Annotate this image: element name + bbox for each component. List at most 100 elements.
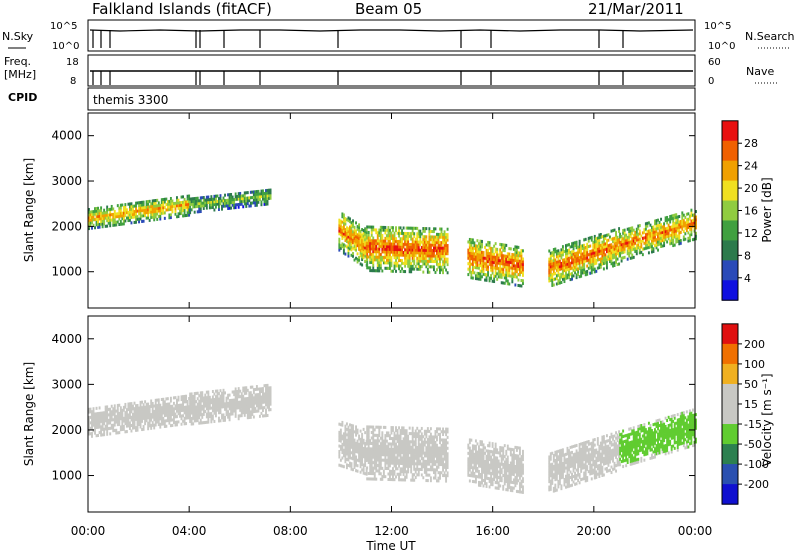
data-cell [353,446,356,450]
data-cell [145,216,148,220]
data-cell [445,444,448,448]
data-cell [176,404,178,408]
data-cell [190,408,193,412]
data-cell [687,239,690,243]
data-cell [157,403,160,407]
data-cell [239,191,242,195]
data-cell [393,256,396,260]
data-cell [487,273,490,277]
data-cell [133,420,136,424]
data-cell [341,448,344,452]
data-cell [601,259,604,263]
data-cell [154,204,157,208]
data-cell [355,237,357,241]
data-cell [98,431,101,435]
data-cell [511,269,514,273]
data-cell [445,457,448,461]
data-cell [563,258,566,262]
data-cell [477,253,480,257]
data-cell [429,435,432,439]
data-cell [568,275,570,279]
data-cell [344,424,347,428]
data-cell [443,452,446,456]
data-cell [127,405,130,409]
data-cell [358,445,361,449]
data-cell [364,230,367,234]
data-cell [420,232,423,236]
data-cell [390,250,393,254]
data-cell [369,252,372,256]
data-cell [652,230,655,234]
data-cell [440,454,443,458]
data-cell [407,448,410,452]
data-cell [605,244,608,248]
data-cell [366,450,369,454]
data-cell [413,478,416,482]
data-cell [145,208,148,212]
data-cell [432,240,435,244]
data-cell [672,235,675,239]
data-cell [569,253,572,257]
data-cell [370,430,373,435]
data-cell [239,197,242,201]
data-cell [434,451,437,455]
data-cell [190,395,193,399]
data-cell [574,241,577,245]
data-cell [506,252,509,256]
data-cell [378,439,381,443]
data-cell [605,239,608,243]
data-cell [443,446,446,450]
data-cell [684,237,687,241]
data-cell [646,232,649,236]
data-cell [515,261,518,265]
data-cell [650,242,653,246]
data-cell [473,466,476,470]
data-cell [431,457,434,461]
data-cell [443,443,446,448]
data-cell [667,218,670,222]
data-cell [398,259,400,263]
data-cell [145,211,148,215]
data-cell [395,253,397,257]
data-cell [182,397,185,401]
data-cell [497,258,500,263]
data-cell [644,235,647,239]
data-cell [132,207,134,211]
data-cell [428,473,431,477]
data-cell [426,459,429,463]
data-cell [162,403,165,407]
data-cell [625,239,628,243]
data-cell [94,412,96,416]
data-cell [425,227,428,231]
data-cell [549,257,552,261]
data-cell [682,213,685,217]
data-cell [399,448,402,452]
data-cell [396,256,399,260]
data-cell [151,207,154,211]
data-cell [404,470,407,474]
data-cell [254,198,257,202]
data-cell [514,275,517,279]
data-cell [443,241,446,245]
data-cell [347,232,350,236]
data-cell [477,274,480,278]
data-cell [393,472,396,476]
data-cell [605,258,608,262]
data-cell [227,198,230,202]
data-cell [157,412,160,416]
data-cell [192,199,195,203]
data-cell [142,425,145,429]
data-cell [344,438,347,442]
data-cell [407,232,410,236]
data-cell [361,446,364,450]
data-cell [222,418,225,422]
data-cell [157,204,160,208]
data-cell [571,253,573,257]
data-cell [198,410,201,414]
data-cell [673,227,676,231]
data-cell [254,393,257,397]
data-cell [372,428,375,432]
data-cell [496,258,499,262]
data-cell [350,248,353,252]
data-cell [258,192,261,196]
